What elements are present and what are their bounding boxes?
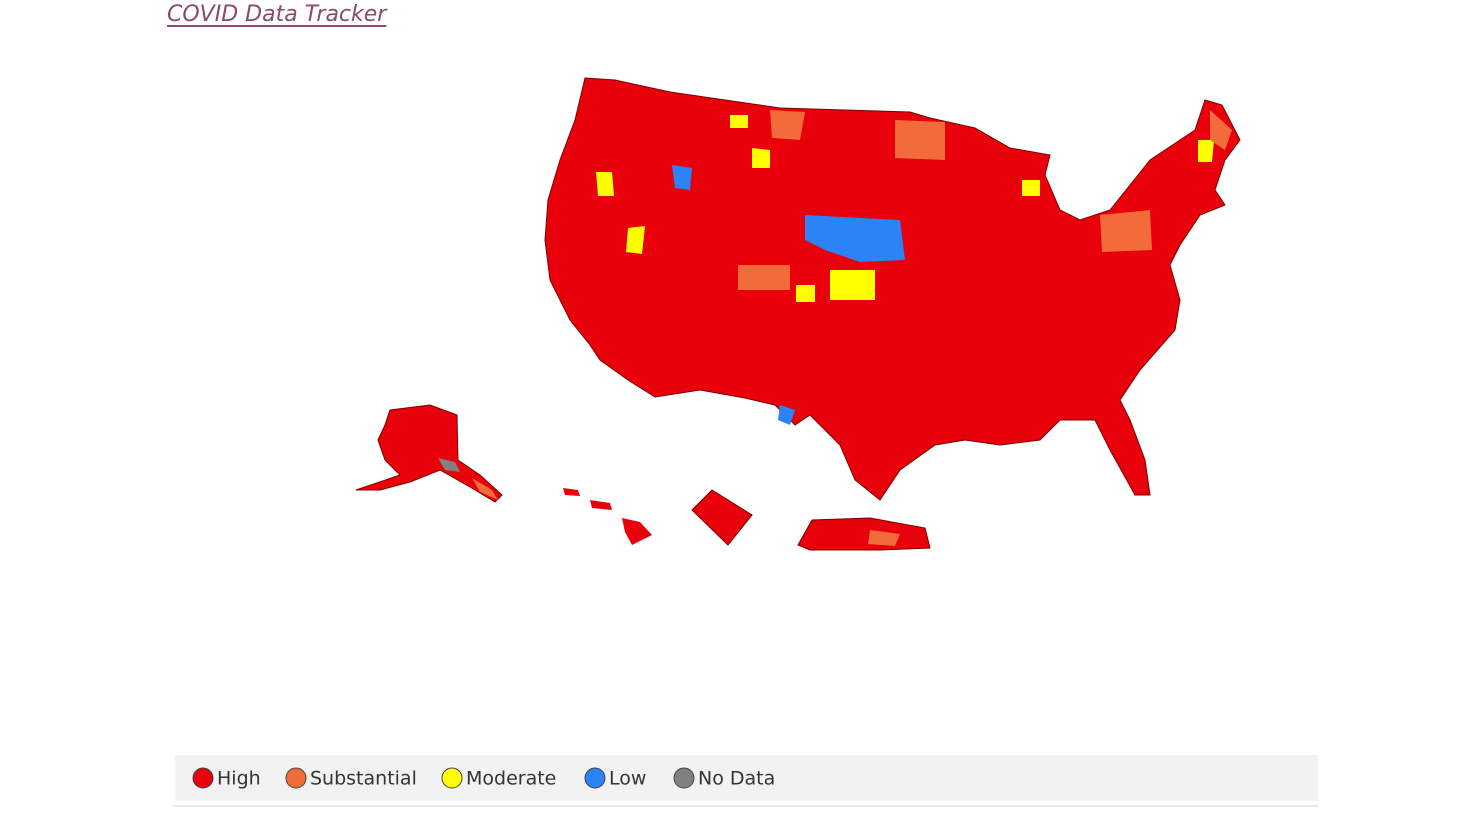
legend-bar — [175, 755, 1318, 801]
legend-swatch — [441, 767, 463, 789]
legend-label: No Data — [698, 768, 775, 790]
low-area-texas — [778, 405, 795, 425]
legend-label: Low — [609, 768, 646, 790]
hawaii-islands — [563, 488, 580, 496]
substantial-montana — [770, 110, 805, 140]
pr-substantial — [868, 530, 900, 546]
moderate-michigan — [1022, 180, 1040, 196]
legend: High Substantial Moderate Low No Data — [192, 767, 775, 790]
moderate-ne — [1198, 140, 1214, 162]
substantial-colorado — [738, 265, 790, 290]
hawaii-islands-2 — [590, 500, 612, 510]
legend-label: High — [217, 768, 261, 790]
tracker-link[interactable]: COVID Data Tracker — [167, 2, 387, 27]
moderate-wyoming — [752, 148, 770, 168]
alaska — [355, 404, 503, 503]
moderate-kansas — [830, 270, 875, 300]
moderate-montana — [730, 115, 748, 128]
legend-swatch — [192, 767, 214, 789]
legend-swatch — [285, 767, 307, 789]
legend-swatch — [673, 767, 695, 789]
alaska-nodata — [438, 458, 460, 472]
legend-item: Substantial — [285, 767, 417, 790]
substantial-maine — [1210, 110, 1232, 150]
legend-label: Substantial — [310, 768, 417, 790]
alaska-substantial — [472, 478, 498, 500]
low-area-idaho — [672, 165, 692, 190]
legend-swatch — [584, 767, 606, 789]
legend-item: Moderate — [441, 767, 556, 790]
low-area-nebraska — [805, 215, 905, 262]
substantial-minnesota — [895, 120, 945, 160]
territory — [691, 489, 753, 546]
hawaii — [622, 518, 652, 545]
legend-item: No Data — [673, 767, 775, 790]
substantial-pa — [1100, 210, 1152, 252]
puerto-rico — [797, 517, 931, 551]
legend-item: Low — [584, 767, 646, 790]
moderate-oregon — [596, 172, 614, 196]
contiguous-us — [544, 77, 1241, 501]
moderate-colorado — [796, 285, 815, 302]
legend-label: Moderate — [466, 768, 556, 790]
map-shapes — [355, 77, 1241, 551]
legend-item: High — [192, 767, 261, 790]
moderate-nevada — [626, 226, 645, 254]
